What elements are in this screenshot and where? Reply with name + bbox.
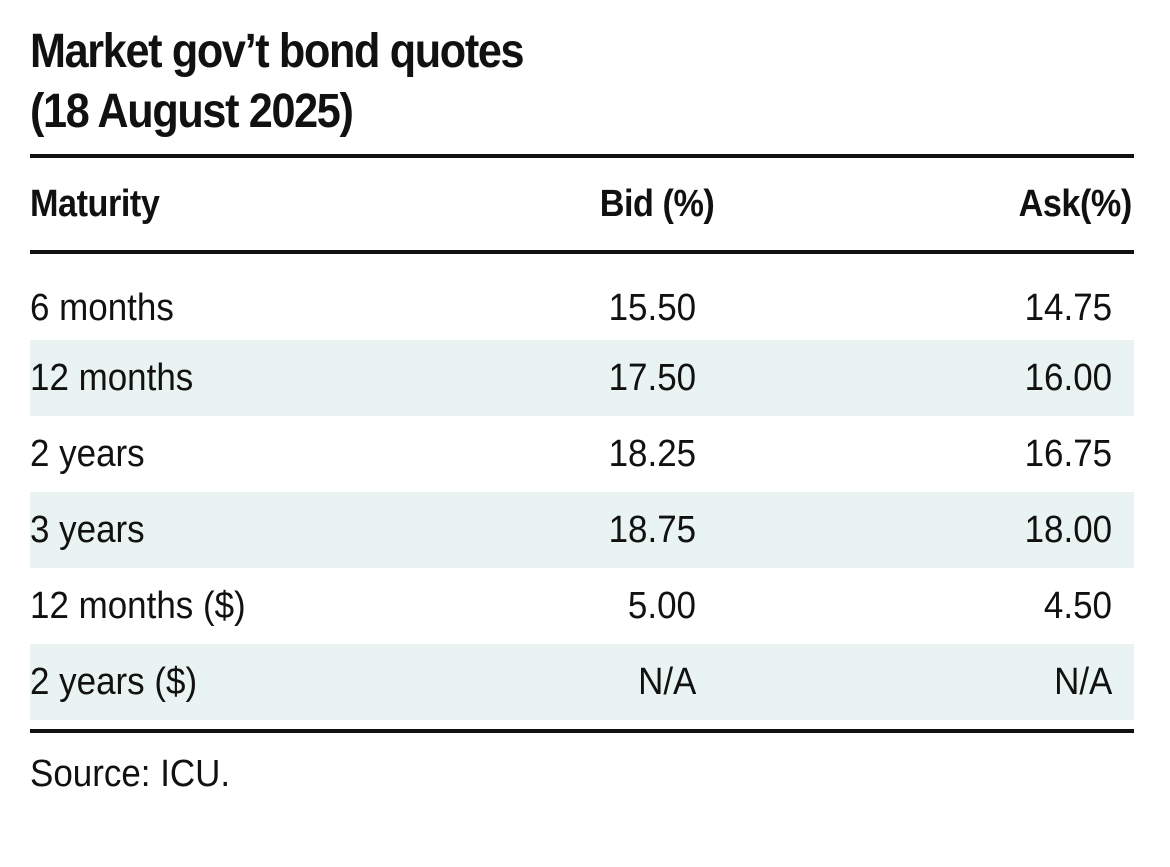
bottom-rule [30,729,1134,733]
bid-cell: N/A [637,661,696,703]
bid-cell: 17.50 [608,357,696,399]
column-header-ask: Ask(%) [1018,183,1133,225]
table-row: 12 months ($) 5.00 4.50 [30,568,1134,644]
maturity-cell: 6 months [30,287,174,329]
title-line-1: Market gov’t bond quotes [30,25,525,78]
ask-cell: 4.50 [1043,585,1112,627]
table-row: 2 years ($) N/A N/A [30,644,1134,720]
ask-cell: N/A [1053,661,1112,703]
ask-cell: 16.75 [1024,433,1112,475]
table-body: 6 months 15.50 14.75 12 months 17.50 16.… [30,276,1134,720]
maturity-cell: 2 years [30,433,145,475]
table-row: 12 months 17.50 16.00 [30,340,1134,416]
maturity-cell: 3 years [30,509,145,551]
source-note: Source: ICU. [30,753,231,795]
bid-cell: 5.00 [627,585,696,627]
table-header-row: Maturity Bid (%) Ask(%) [30,158,1134,250]
bond-quotes-table-card: Market gov’t bond quotes (18 August 2025… [30,22,1134,795]
table-row: 6 months 15.50 14.75 [30,276,1134,340]
title-line-2: (18 August 2025) [30,85,354,138]
ask-cell: 18.00 [1024,509,1112,551]
ask-cell: 14.75 [1024,287,1112,329]
table-row: 2 years 18.25 16.75 [30,416,1134,492]
page-title: Market gov’t bond quotes (18 August 2025… [30,22,1024,142]
column-header-bid: Bid (%) [599,183,714,225]
header-rule [30,250,1134,254]
table-row: 3 years 18.75 18.00 [30,492,1134,568]
bid-cell: 18.75 [608,509,696,551]
top-rule [30,154,1134,158]
bid-cell: 15.50 [608,287,696,329]
ask-cell: 16.00 [1024,357,1112,399]
maturity-cell: 12 months [30,357,194,399]
maturity-cell: 12 months ($) [30,585,246,627]
maturity-cell: 2 years ($) [30,661,198,703]
bid-cell: 18.25 [608,433,696,475]
column-header-maturity: Maturity [30,183,160,225]
